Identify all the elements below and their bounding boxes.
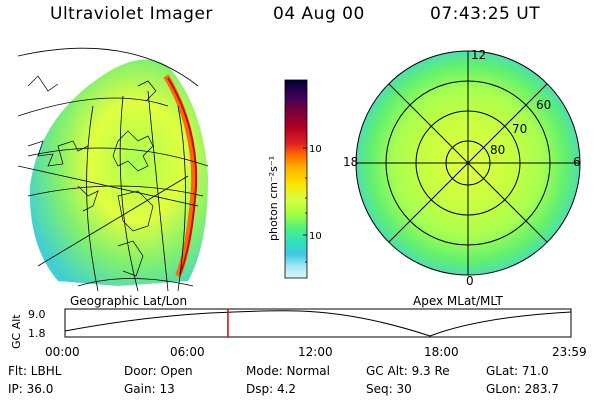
timeline-ytick-9: 9.0 <box>28 308 46 321</box>
lat-label-80: 80 <box>490 143 505 157</box>
lat-label-60: 60 <box>536 98 551 112</box>
status-glon: GLon: 283.7 <box>486 382 559 396</box>
status-gain: Gain: 13 <box>124 382 175 396</box>
timeline-xtick-1200: 12:00 <box>298 345 333 359</box>
timeline-xtick-2359: 23:59 <box>552 345 587 359</box>
status-ip: IP: 36.0 <box>8 382 54 396</box>
status-seq: Seq: 30 <box>366 382 412 396</box>
instrument-title: Ultraviolet Imager <box>50 4 213 24</box>
colorbar-unit-label: photon cm⁻²s⁻¹ <box>267 156 280 241</box>
timeline-axis-label: GC Alt <box>10 314 23 349</box>
timeline-frame <box>64 308 572 338</box>
lat-label-70: 70 <box>512 122 527 136</box>
status-mode: Mode: Normal <box>246 364 330 378</box>
auroral-image-region <box>29 59 208 287</box>
mlt-label-12: 12 <box>471 48 486 62</box>
timeline-ytick-1-8: 1.8 <box>28 327 46 340</box>
coastline-outlines <box>27 75 157 277</box>
observation-time: 07:43:25 UT <box>430 4 541 24</box>
lat-lon-grid <box>18 47 209 292</box>
status-gc-alt: GC Alt: 9.3 Re <box>366 364 450 378</box>
mlt-label-18: 18 <box>343 155 358 169</box>
mlt-label-0: 0 <box>466 274 474 286</box>
left-map-caption: Geographic Lat/Lon <box>70 294 188 308</box>
colorbar-scale <box>284 79 308 279</box>
polar-auroral-map: 12 18 6 0 60 70 80 <box>343 48 581 286</box>
status-glat: GLat: 71.0 <box>486 364 549 378</box>
colorbar-tick-100: 100 <box>309 144 322 155</box>
status-door: Door: Open <box>124 364 193 378</box>
altitude-curve <box>64 310 572 337</box>
timeline-xtick-0000: 00:00 <box>45 345 80 359</box>
timeline-xtick-0600: 06:00 <box>170 345 205 359</box>
right-map-caption: Apex MLat/MLT <box>413 294 503 308</box>
timeline-xtick-1800: 18:00 <box>424 345 459 359</box>
auroral-oval-bright-band <box>163 74 198 278</box>
geographic-auroral-map <box>18 47 209 292</box>
mlt-label-6: 6 <box>573 155 581 169</box>
intensity-colorbar: 100 10 photon cm⁻²s⁻¹ <box>267 79 322 279</box>
status-filter: Flt: LBHL <box>8 364 62 378</box>
altitude-timeline: GC Alt 9.0 1.8 00:00 06:00 12:00 18:00 2… <box>10 308 587 359</box>
colorbar-tick-10: 10 <box>309 231 322 242</box>
observation-date: 04 Aug 00 <box>273 4 365 24</box>
status-dsp: Dsp: 4.2 <box>246 382 297 396</box>
